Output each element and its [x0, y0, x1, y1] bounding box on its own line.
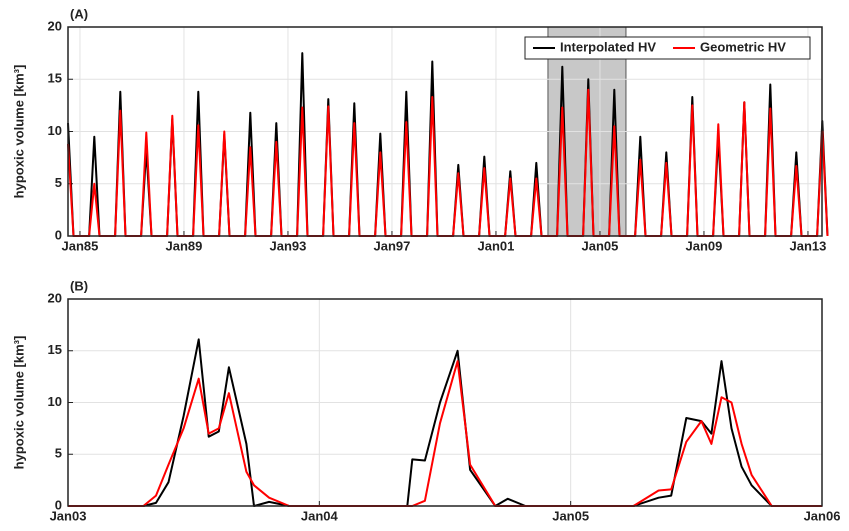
x-tick-label: Jan05: [552, 508, 589, 523]
x-tick-label: Jan06: [804, 508, 841, 523]
x-tick-label: Jan85: [62, 238, 99, 253]
y-tick-label: 20: [48, 290, 62, 305]
y-axis-label: hypoxic volume [km³]: [11, 65, 26, 199]
y-axis-label: hypoxic volume [km³]: [11, 336, 26, 470]
plot-frame: [67, 298, 823, 507]
x-tick-label: Jan04: [301, 508, 339, 523]
y-tick-label: 0: [55, 227, 62, 242]
y-tick-label: 15: [48, 71, 62, 86]
x-tick-label: Jan97: [374, 238, 411, 253]
legend-box: [524, 36, 811, 60]
y-tick-label: 15: [48, 342, 62, 357]
legend-label: Interpolated HV: [560, 39, 656, 54]
series-line: [68, 360, 822, 507]
y-tick-label: 10: [48, 123, 62, 138]
x-tick-label: Jan93: [270, 238, 307, 253]
plot-frame: [67, 26, 823, 237]
x-tick-label: Jan89: [166, 238, 203, 253]
x-tick-label: Jan03: [50, 508, 87, 523]
y-tick-label: 5: [55, 175, 62, 190]
y-tick-label: 0: [55, 497, 62, 512]
panel-label: (A): [70, 6, 88, 21]
x-tick-label: Jan05: [582, 238, 619, 253]
y-tick-label: 20: [48, 18, 62, 33]
y-tick-label: 10: [48, 394, 62, 409]
x-tick-label: Jan09: [686, 238, 723, 253]
y-tick-label: 5: [55, 446, 62, 461]
x-tick-label: Jan01: [478, 238, 515, 253]
legend-label: Geometric HV: [700, 39, 786, 54]
panel-label: (B): [70, 278, 88, 293]
x-tick-label: Jan13: [790, 238, 827, 253]
legend: Interpolated HV Geometric HV: [524, 36, 811, 60]
